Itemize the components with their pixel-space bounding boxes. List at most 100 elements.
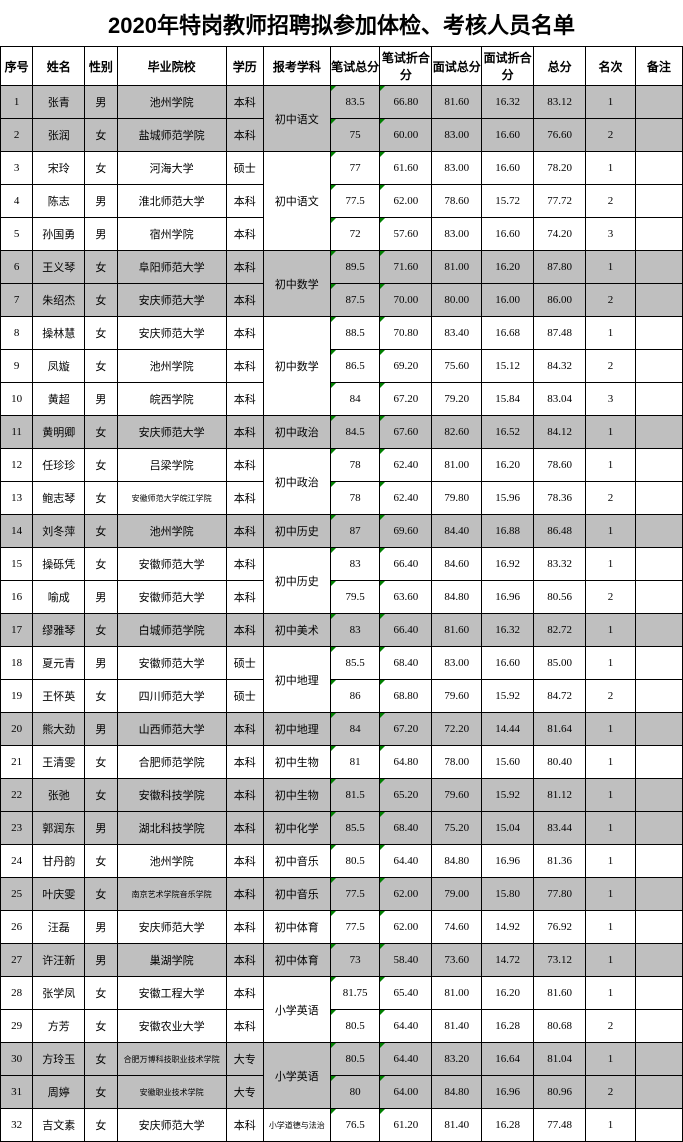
table-row: 11黄明卿女安庆师范大学本科初中政治84.567.6082.6016.5284.… <box>1 416 683 449</box>
cell-edu: 本科 <box>226 812 263 845</box>
cell-s1: 86 <box>330 680 380 713</box>
cell-name: 周婷 <box>33 1076 85 1109</box>
cell-total: 73.12 <box>534 944 586 977</box>
cell-s3: 73.60 <box>432 944 482 977</box>
cell-school: 南京艺术学院音乐学院 <box>117 878 226 911</box>
cell-note <box>635 86 682 119</box>
cell-s4: 16.00 <box>482 284 534 317</box>
cell-sex: 女 <box>85 119 117 152</box>
cell-note <box>635 548 682 581</box>
cell-note <box>635 1043 682 1076</box>
cell-s3: 81.60 <box>432 86 482 119</box>
cell-total: 81.04 <box>534 1043 586 1076</box>
table-row: 31周婷女安徽职业技术学院大专8064.0084.8016.9680.962 <box>1 1076 683 1109</box>
cell-name: 刘冬萍 <box>33 515 85 548</box>
cell-name: 操林慧 <box>33 317 85 350</box>
roster-table: 序号 姓名 性别 毕业院校 学历 报考学科 笔试总分 笔试折合分 面试总分 面试… <box>0 46 683 1142</box>
cell-s4: 16.28 <box>482 1010 534 1043</box>
cell-s4: 15.60 <box>482 746 534 779</box>
table-row: 5孙国勇男宿州学院本科7257.6083.0016.6074.203 <box>1 218 683 251</box>
cell-school: 池州学院 <box>117 515 226 548</box>
cell-total: 80.40 <box>534 746 586 779</box>
cell-total: 74.20 <box>534 218 586 251</box>
cell-s3: 78.60 <box>432 185 482 218</box>
cell-name: 张润 <box>33 119 85 152</box>
cell-sex: 女 <box>85 1043 117 1076</box>
cell-edu: 本科 <box>226 1109 263 1142</box>
cell-s1: 84 <box>330 383 380 416</box>
cell-s2: 68.40 <box>380 647 432 680</box>
cell-s3: 79.60 <box>432 779 482 812</box>
cell-rank: 1 <box>586 614 636 647</box>
cell-rank: 1 <box>586 1043 636 1076</box>
cell-rank: 1 <box>586 416 636 449</box>
cell-note <box>635 185 682 218</box>
cell-seq: 21 <box>1 746 33 779</box>
cell-s4: 15.80 <box>482 878 534 911</box>
table-row: 3宋玲女河海大学硕士初中语文7761.6083.0016.6078.201 <box>1 152 683 185</box>
cell-total: 85.00 <box>534 647 586 680</box>
cell-edu: 本科 <box>226 779 263 812</box>
cell-s3: 83.00 <box>432 647 482 680</box>
cell-total: 81.36 <box>534 845 586 878</box>
cell-s2: 64.00 <box>380 1076 432 1109</box>
cell-seq: 30 <box>1 1043 33 1076</box>
cell-school: 皖西学院 <box>117 383 226 416</box>
cell-s2: 64.40 <box>380 1043 432 1076</box>
cell-subject: 初中历史 <box>263 548 330 614</box>
cell-sex: 男 <box>85 218 117 251</box>
cell-total: 84.72 <box>534 680 586 713</box>
cell-s3: 79.00 <box>432 878 482 911</box>
cell-edu: 本科 <box>226 548 263 581</box>
cell-seq: 1 <box>1 86 33 119</box>
table-row: 23郭润东男湖北科技学院本科初中化学85.568.4075.2015.0483.… <box>1 812 683 845</box>
cell-seq: 22 <box>1 779 33 812</box>
cell-s3: 81.00 <box>432 251 482 284</box>
cell-note <box>635 218 682 251</box>
cell-s1: 80.5 <box>330 1010 380 1043</box>
cell-total: 80.68 <box>534 1010 586 1043</box>
cell-s4: 16.88 <box>482 515 534 548</box>
cell-seq: 28 <box>1 977 33 1010</box>
cell-note <box>635 911 682 944</box>
cell-note <box>635 581 682 614</box>
cell-s1: 73 <box>330 944 380 977</box>
cell-total: 76.92 <box>534 911 586 944</box>
cell-sex: 女 <box>85 317 117 350</box>
table-row: 8操林慧女安庆师范大学本科初中数学88.570.8083.4016.6887.4… <box>1 317 683 350</box>
cell-seq: 17 <box>1 614 33 647</box>
cell-s3: 81.00 <box>432 977 482 1010</box>
cell-seq: 6 <box>1 251 33 284</box>
cell-sex: 女 <box>85 1076 117 1109</box>
cell-name: 方玲玉 <box>33 1043 85 1076</box>
cell-subject: 初中音乐 <box>263 845 330 878</box>
h-total: 总分 <box>534 47 586 86</box>
cell-s4: 15.92 <box>482 779 534 812</box>
cell-note <box>635 350 682 383</box>
cell-rank: 1 <box>586 86 636 119</box>
cell-rank: 1 <box>586 977 636 1010</box>
cell-name: 王义琴 <box>33 251 85 284</box>
cell-note <box>635 284 682 317</box>
cell-s4: 15.84 <box>482 383 534 416</box>
cell-s3: 81.40 <box>432 1010 482 1043</box>
cell-sex: 女 <box>85 1010 117 1043</box>
cell-subject: 初中体育 <box>263 911 330 944</box>
table-row: 20熊大劲男山西师范大学本科初中地理8467.2072.2014.4481.64… <box>1 713 683 746</box>
h-s3: 面试总分 <box>432 47 482 86</box>
cell-edu: 本科 <box>226 416 263 449</box>
cell-name: 吉文素 <box>33 1109 85 1142</box>
cell-edu: 本科 <box>226 746 263 779</box>
cell-sex: 女 <box>85 152 117 185</box>
cell-school: 安庆师范大学 <box>117 416 226 449</box>
table-row: 2张润女盐城师范学院本科7560.0083.0016.6076.602 <box>1 119 683 152</box>
cell-s1: 80 <box>330 1076 380 1109</box>
cell-s1: 81.75 <box>330 977 380 1010</box>
cell-s1: 80.5 <box>330 845 380 878</box>
cell-note <box>635 944 682 977</box>
cell-school: 安庆师范大学 <box>117 284 226 317</box>
cell-name: 张青 <box>33 86 85 119</box>
cell-subject: 初中数学 <box>263 251 330 317</box>
h-note: 备注 <box>635 47 682 86</box>
cell-school: 池州学院 <box>117 350 226 383</box>
